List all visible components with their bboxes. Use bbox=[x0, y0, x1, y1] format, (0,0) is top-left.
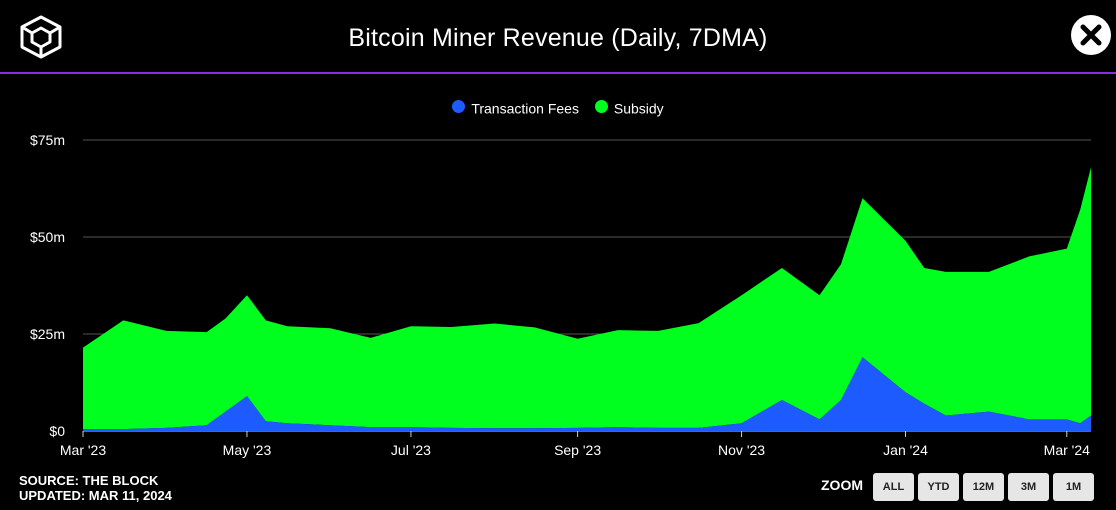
x-tick-label: Nov '23 bbox=[718, 442, 765, 458]
legend-swatch-transaction-fees bbox=[452, 100, 466, 114]
the-block-cube-logo-icon[interactable] bbox=[18, 14, 64, 60]
y-tick-label: $0 bbox=[49, 423, 65, 439]
legend-swatch-subsidy bbox=[594, 100, 608, 114]
zoom-ytd-button[interactable]: YTD bbox=[918, 473, 959, 501]
header-bar: Bitcoin Miner Revenue (Daily, 7DMA) bbox=[0, 0, 1116, 74]
y-tick-label: $75m bbox=[30, 132, 65, 148]
source-text: SOURCE: THE BLOCK bbox=[19, 473, 159, 488]
area-series-transaction-fees bbox=[83, 357, 1091, 431]
zoom-label: ZOOM bbox=[821, 477, 863, 493]
y-tick-label: $25m bbox=[30, 326, 65, 342]
updated-text: UPDATED: MAR 11, 2024 bbox=[19, 488, 172, 503]
chart-legend: Transaction Fees Subsidy bbox=[0, 98, 1116, 116]
legend-item-subsidy[interactable]: Subsidy bbox=[594, 99, 664, 116]
close-x-icon bbox=[1080, 24, 1102, 46]
source-note: SOURCE: THE BLOCK UPDATED: MAR 11, 2024 bbox=[19, 473, 172, 503]
x-tick-label: Jan '24 bbox=[883, 442, 928, 458]
zoom-3m-button[interactable]: 3M bbox=[1008, 473, 1049, 501]
x-tick-label: Jul '23 bbox=[391, 442, 431, 458]
legend-label-transaction-fees: Transaction Fees bbox=[471, 99, 579, 116]
x-tick-label: May '23 bbox=[223, 442, 272, 458]
legend-item-transaction-fees[interactable]: Transaction Fees bbox=[452, 99, 579, 116]
x-tick-label: Mar '23 bbox=[60, 442, 106, 458]
revenue-area-chart: $0 $25m $50m $75m Mar '23 May '23 Jul '23 Sep '… bbox=[30, 132, 1091, 458]
zoom-controls: ZOOM ALL YTD 12M 3M 1M bbox=[821, 473, 1094, 503]
zoom-12m-button[interactable]: 12M bbox=[963, 473, 1004, 501]
zoom-all-button[interactable]: ALL bbox=[873, 473, 914, 501]
close-button[interactable] bbox=[1071, 15, 1111, 55]
y-tick-label: $50m bbox=[30, 229, 65, 245]
legend-label-subsidy: Subsidy bbox=[613, 99, 664, 116]
x-tick-label: Sep '23 bbox=[554, 442, 601, 458]
x-tick-label: Mar '24 bbox=[1044, 442, 1090, 458]
zoom-1m-button[interactable]: 1M bbox=[1053, 473, 1094, 501]
area-series-subsidy bbox=[83, 167, 1091, 430]
chart-title: Bitcoin Miner Revenue (Daily, 7DMA) bbox=[348, 24, 768, 52]
